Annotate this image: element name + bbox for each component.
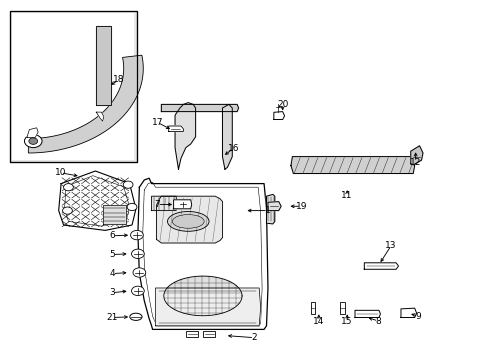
Polygon shape <box>175 103 195 169</box>
Circle shape <box>63 184 73 191</box>
Polygon shape <box>27 128 38 138</box>
Circle shape <box>123 181 133 188</box>
Text: 9: 9 <box>414 312 420 321</box>
Polygon shape <box>96 26 111 104</box>
Bar <box>10 11 137 162</box>
Circle shape <box>133 268 145 277</box>
Text: 19: 19 <box>295 202 306 211</box>
Circle shape <box>24 135 42 148</box>
Circle shape <box>62 207 72 214</box>
Text: 4: 4 <box>109 269 115 278</box>
Text: 6: 6 <box>109 231 115 240</box>
Polygon shape <box>273 112 284 120</box>
Text: 11: 11 <box>341 191 352 200</box>
Polygon shape <box>102 205 126 224</box>
Circle shape <box>131 249 144 258</box>
Text: 12: 12 <box>409 158 421 166</box>
Circle shape <box>127 203 137 211</box>
Polygon shape <box>364 263 398 269</box>
Text: 15: 15 <box>341 317 352 325</box>
Polygon shape <box>151 196 177 211</box>
Text: 21: 21 <box>106 313 118 322</box>
Polygon shape <box>410 146 422 165</box>
Ellipse shape <box>172 215 204 228</box>
Polygon shape <box>155 288 260 326</box>
Polygon shape <box>59 171 136 230</box>
Text: 16: 16 <box>227 144 239 153</box>
Polygon shape <box>156 196 222 243</box>
Polygon shape <box>168 126 183 131</box>
Bar <box>12 13 134 160</box>
Polygon shape <box>163 276 242 316</box>
Text: 13: 13 <box>385 241 396 250</box>
Text: 10: 10 <box>55 168 66 177</box>
Text: 18: 18 <box>113 76 124 85</box>
Text: 3: 3 <box>109 288 115 297</box>
Text: 1: 1 <box>264 206 270 215</box>
Polygon shape <box>222 104 232 169</box>
Circle shape <box>29 138 38 144</box>
Bar <box>339 302 344 314</box>
Text: 17: 17 <box>151 118 163 127</box>
Bar <box>10 11 137 162</box>
Text: 14: 14 <box>312 317 324 325</box>
Polygon shape <box>138 178 267 329</box>
Polygon shape <box>267 202 281 211</box>
Text: 20: 20 <box>276 100 288 109</box>
Polygon shape <box>354 310 380 318</box>
Polygon shape <box>400 308 416 318</box>
Circle shape <box>131 286 144 296</box>
Polygon shape <box>290 157 414 174</box>
Ellipse shape <box>167 211 209 231</box>
Ellipse shape <box>130 313 142 320</box>
Text: 2: 2 <box>251 333 257 342</box>
Polygon shape <box>161 104 238 112</box>
Bar <box>310 302 315 314</box>
Polygon shape <box>173 200 191 209</box>
Bar <box>186 331 198 337</box>
Polygon shape <box>96 112 103 121</box>
Bar <box>203 331 215 337</box>
Text: 7: 7 <box>154 200 160 209</box>
Polygon shape <box>28 55 143 153</box>
Text: 5: 5 <box>109 250 115 259</box>
Circle shape <box>130 230 143 240</box>
Text: 8: 8 <box>375 317 381 325</box>
Polygon shape <box>266 194 274 224</box>
